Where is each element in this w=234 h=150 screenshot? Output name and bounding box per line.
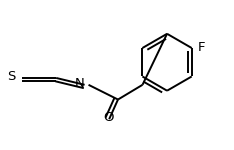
Text: F: F <box>197 40 205 54</box>
Text: O: O <box>103 111 113 124</box>
Text: S: S <box>7 70 16 83</box>
Text: N: N <box>75 77 85 90</box>
